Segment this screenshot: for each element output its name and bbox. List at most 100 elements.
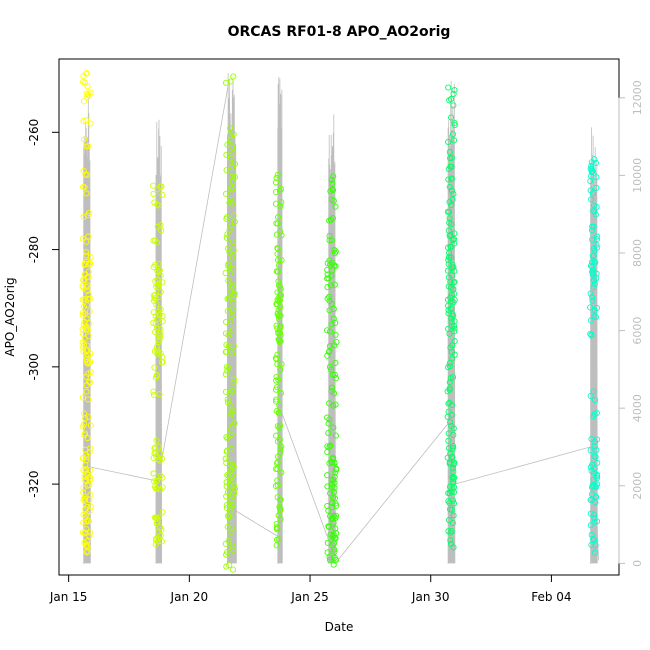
data-point (222, 388, 230, 395)
data-point (329, 516, 336, 523)
data-point (324, 327, 331, 334)
data-point (277, 203, 284, 210)
data-point (84, 360, 91, 367)
data-point (331, 549, 338, 556)
data-point (229, 144, 236, 151)
data-point (330, 306, 337, 313)
y-tick-label: -260 (27, 119, 41, 146)
data-point (451, 240, 458, 247)
data-point (274, 423, 281, 430)
data-point (80, 213, 87, 221)
data-point (157, 222, 164, 229)
data-point (587, 290, 594, 297)
data-point (273, 174, 280, 182)
data-point (325, 275, 332, 282)
data-point (591, 208, 598, 215)
data-point (155, 338, 163, 345)
data-point (591, 313, 598, 320)
data-point (447, 529, 454, 536)
data-point (83, 549, 90, 556)
data-point (326, 443, 333, 450)
data-point (85, 396, 92, 403)
data-point (333, 502, 340, 509)
data-point (155, 308, 162, 315)
data-point (451, 351, 458, 358)
data-point (330, 173, 337, 180)
data-point (87, 295, 94, 302)
data-point (589, 271, 596, 278)
data-point (274, 244, 281, 252)
data-point (277, 507, 284, 514)
data-point (324, 295, 331, 302)
data-point (84, 94, 91, 101)
data-point (593, 184, 600, 191)
data-point (151, 237, 159, 244)
data-point (228, 445, 235, 452)
data-point (330, 424, 337, 431)
data-point (273, 460, 281, 467)
data-point (591, 465, 598, 472)
data-point (328, 366, 335, 373)
data-point (449, 485, 456, 492)
data-point (81, 271, 88, 278)
data-point (80, 284, 87, 291)
data-point (273, 322, 280, 329)
data-point (327, 513, 334, 520)
data-point (593, 409, 600, 417)
data-point (592, 542, 599, 549)
data-point (83, 541, 90, 548)
data-point (324, 539, 331, 546)
data-point (156, 330, 163, 337)
altitude-band (447, 80, 456, 564)
data-point (594, 233, 601, 240)
data-point (150, 182, 157, 189)
data-point (229, 543, 236, 550)
data-point (326, 237, 333, 244)
y2-tick-label: 2000 (631, 472, 644, 500)
data-point (591, 258, 598, 265)
data-point (592, 259, 599, 266)
data-point (445, 498, 452, 505)
data-point (223, 341, 230, 348)
data-point (80, 167, 87, 174)
data-point (591, 519, 598, 526)
data-point (225, 261, 232, 268)
data-point (450, 500, 458, 507)
data-point (223, 483, 230, 490)
data-point (326, 217, 333, 224)
data-point (278, 361, 285, 368)
data-point (325, 430, 332, 437)
data-point (591, 281, 598, 288)
data-point (224, 512, 231, 519)
data-point (588, 294, 596, 301)
data-point (85, 413, 92, 420)
data-point (273, 526, 281, 533)
data-point (81, 497, 88, 504)
data-point (229, 407, 236, 414)
data-point (332, 375, 339, 382)
data-point (446, 460, 453, 467)
data-point (79, 339, 86, 346)
data-point (275, 512, 282, 519)
data-point (152, 535, 160, 542)
data-point (225, 245, 232, 252)
data-point (84, 548, 91, 555)
data-point (230, 131, 237, 138)
data-point (448, 528, 455, 535)
data-point (223, 433, 230, 441)
data-point (80, 309, 87, 316)
data-point (450, 431, 457, 439)
data-point (159, 191, 166, 198)
data-point (159, 279, 166, 286)
data-point (274, 494, 281, 501)
data-point (231, 174, 238, 181)
data-point (85, 518, 93, 525)
data-point (154, 201, 161, 208)
data-point (223, 167, 230, 174)
data-point (230, 299, 237, 306)
data-point (275, 282, 283, 289)
data-point (448, 163, 455, 170)
data-point (445, 400, 452, 407)
y-tick-label: -320 (27, 470, 41, 497)
data-point (450, 512, 457, 519)
